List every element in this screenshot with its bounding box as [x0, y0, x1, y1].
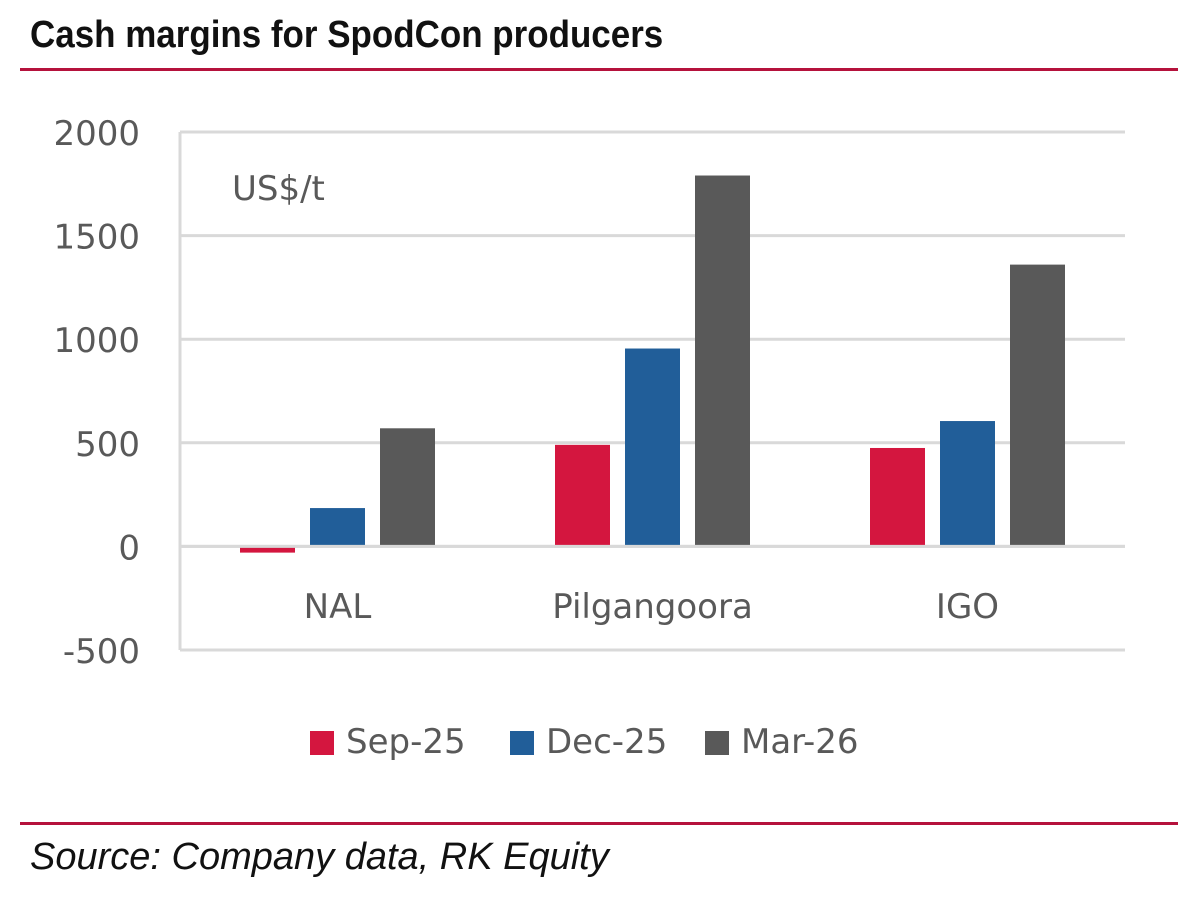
bar-igo-mar-26 — [1010, 264, 1065, 547]
legend-label: Dec-25 — [546, 722, 667, 762]
y-tick-label: 2000 — [53, 114, 140, 154]
bar-nal-sep-25 — [240, 546, 295, 553]
y-tick-label: 1500 — [53, 218, 140, 258]
legend-label: Mar-26 — [741, 722, 859, 762]
legend-swatch — [310, 731, 334, 755]
legend-swatch — [705, 731, 729, 755]
source-note: Source: Company data, RK Equity — [30, 836, 609, 878]
bar-igo-sep-25 — [870, 447, 925, 547]
y-tick-label: 1000 — [53, 321, 140, 361]
y-tick-label: 0 — [118, 528, 140, 568]
category-label: NAL — [304, 587, 372, 627]
bar-pilgangoora-sep-25 — [555, 444, 610, 547]
bar-pilgangoora-mar-26 — [695, 175, 750, 547]
legend-label: Sep-25 — [346, 722, 466, 762]
legend-swatch — [510, 731, 534, 755]
bar-chart: -500 0 500 1000 1500 2000 US$/t NAL Pilgangoora I… — [53, 114, 1125, 762]
y-tick-label: 500 — [75, 425, 140, 465]
y-tick-label: -500 — [63, 632, 140, 672]
source-divider — [20, 822, 1178, 825]
title-divider — [20, 68, 1178, 71]
bar-igo-dec-25 — [940, 421, 995, 547]
bar-nal-mar-26 — [380, 428, 435, 547]
category-label: Pilgangoora — [552, 587, 753, 627]
category-label: IGO — [936, 587, 999, 627]
bar-pilgangoora-dec-25 — [625, 348, 680, 547]
unit-label: US$/t — [232, 169, 325, 209]
bar-nal-dec-25 — [310, 508, 365, 547]
chart-title: Cash margins for SpodCon producers — [30, 14, 664, 56]
